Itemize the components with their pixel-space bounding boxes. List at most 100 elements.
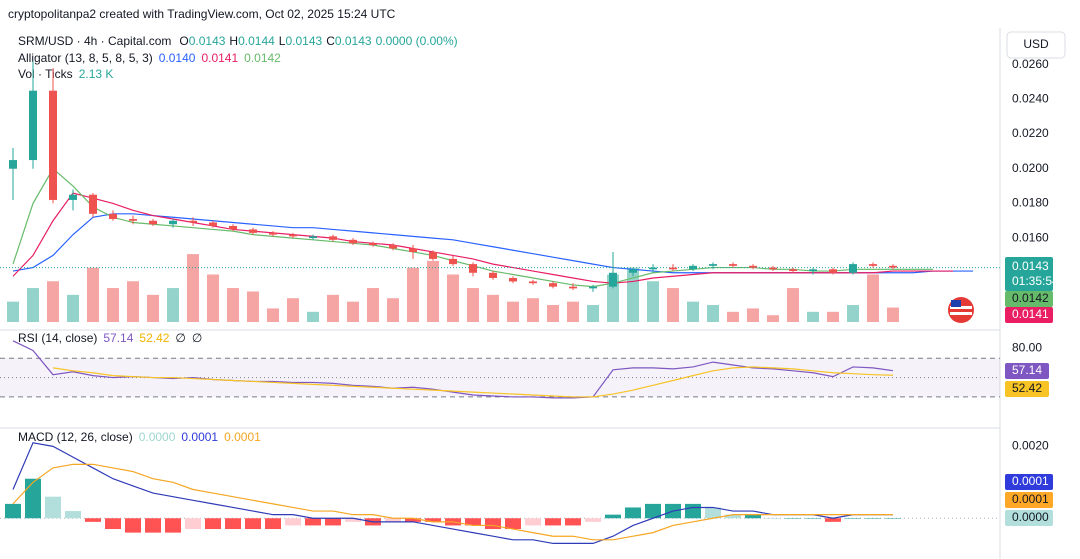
flag-stripe bbox=[950, 306, 972, 309]
flag-canton bbox=[951, 300, 961, 307]
histogram-bar bbox=[865, 518, 881, 519]
indicator-value: 2.13 K bbox=[79, 67, 114, 81]
watermark: cryptopolitanpa2 created with TradingVie… bbox=[8, 7, 396, 21]
indicator-title: RSI (14, close) bbox=[18, 331, 97, 345]
currency-button[interactable] bbox=[1006, 31, 1066, 59]
volume-bar bbox=[667, 288, 679, 322]
candle-body bbox=[29, 90, 37, 161]
candle-body bbox=[509, 277, 517, 282]
volume-bar bbox=[167, 288, 179, 322]
indicator-value: 0.0001 bbox=[224, 430, 261, 444]
candle-body bbox=[689, 265, 697, 270]
candle-body bbox=[169, 220, 177, 225]
indicator-value: 0.0141 bbox=[201, 51, 238, 65]
volume-bar bbox=[647, 281, 659, 322]
candle-body bbox=[249, 229, 257, 233]
volume-legend: Vol · Ticks 2.13 K bbox=[18, 67, 113, 81]
candle-body bbox=[829, 269, 837, 273]
volume-bar bbox=[527, 298, 539, 322]
histogram-bar bbox=[705, 507, 721, 519]
volume-bar bbox=[787, 288, 799, 322]
candle-body bbox=[809, 269, 817, 272]
rsi-line bbox=[52, 366, 894, 398]
histogram-bar bbox=[45, 496, 61, 519]
indicator-value: 0.0000 bbox=[139, 430, 176, 444]
histogram-bar bbox=[725, 514, 741, 519]
flag-stripe bbox=[950, 312, 972, 315]
volume-bar bbox=[67, 294, 79, 322]
volume-bar bbox=[507, 301, 519, 322]
indicator-value: 0.0140 bbox=[159, 51, 196, 65]
ohlc-value: 0.0144 bbox=[238, 34, 275, 48]
y-tick-label: 0.0020 bbox=[1012, 439, 1049, 453]
volume-bar bbox=[827, 311, 839, 322]
volume-bar bbox=[387, 298, 399, 322]
histogram-bar bbox=[325, 518, 341, 526]
ohlc-value: 0.0143 bbox=[189, 34, 226, 48]
candle-body bbox=[789, 269, 797, 272]
volume-bar bbox=[807, 311, 819, 322]
candle-body bbox=[489, 272, 497, 278]
candle-body bbox=[109, 213, 117, 220]
alligator-line bbox=[12, 192, 953, 284]
indicator-title: Alligator (13, 8, 5, 8, 5, 3) bbox=[18, 51, 153, 65]
macd-legend: MACD (12, 26, close) 0.0000 0.0001 0.0001 bbox=[18, 430, 261, 444]
histogram-bar bbox=[5, 503, 21, 519]
y-tick-label: 80.00 bbox=[1012, 341, 1042, 355]
ohlc-key: O bbox=[179, 34, 188, 48]
ohlc-key: L bbox=[279, 34, 286, 48]
y-tick-label: 0.0260 bbox=[1012, 57, 1049, 71]
currency[interactable]: USD bbox=[1023, 37, 1049, 51]
histogram-bar bbox=[585, 518, 601, 522]
volume-bar bbox=[847, 305, 859, 322]
candle-body bbox=[129, 219, 137, 221]
volume-bar bbox=[107, 288, 119, 322]
ohlc-value: 0.0143 bbox=[285, 34, 322, 48]
candle-body bbox=[869, 264, 877, 266]
candle-body bbox=[409, 248, 417, 252]
candle-body bbox=[149, 220, 157, 225]
histogram-bar bbox=[265, 518, 281, 530]
volume-bar bbox=[227, 288, 239, 322]
histogram-bar bbox=[485, 518, 501, 530]
histogram-bar bbox=[85, 518, 101, 522]
histogram-bar bbox=[505, 518, 521, 530]
volume-bar bbox=[307, 311, 319, 322]
lips-tag-label: 0.0142 bbox=[1012, 291, 1049, 305]
histogram-bar bbox=[805, 518, 821, 519]
ohlc-value: 0.0143 bbox=[335, 34, 372, 48]
candle-body bbox=[549, 283, 557, 287]
histogram-bar bbox=[245, 518, 261, 530]
candle-body bbox=[49, 90, 57, 200]
candle-body bbox=[469, 264, 477, 273]
volume-bar bbox=[467, 288, 479, 322]
indicator-value: 0.0001 bbox=[181, 430, 218, 444]
histogram-bar bbox=[785, 518, 801, 519]
candle-body bbox=[189, 220, 197, 223]
candle-body bbox=[449, 258, 457, 265]
price-tags: 0.0143 01:35:54 0.0142 0.0141 57.14 52.4… bbox=[1005, 257, 1059, 526]
histogram-bar bbox=[145, 518, 161, 533]
lips-tag bbox=[1005, 291, 1053, 307]
candle-body bbox=[849, 264, 857, 273]
symbol-legend: SRM/USD · 4h · Capital.com O0.0143 H0.0144… bbox=[18, 34, 458, 48]
histogram-bar bbox=[825, 518, 841, 522]
macd-line bbox=[12, 442, 893, 545]
signal-tag-label: 0.0001 bbox=[1012, 492, 1049, 506]
candle-body bbox=[889, 265, 897, 268]
ohlc-key: C bbox=[326, 34, 335, 48]
volume-bar bbox=[727, 311, 739, 322]
histogram-bar bbox=[465, 518, 481, 526]
histogram-bar bbox=[625, 507, 641, 519]
candle-body bbox=[229, 225, 237, 230]
macd-line bbox=[12, 463, 893, 541]
indicator-title: Vol · Ticks bbox=[18, 67, 73, 81]
histogram-bar bbox=[425, 518, 441, 522]
indicator-value: 0.0142 bbox=[244, 51, 281, 65]
histogram-bar bbox=[65, 511, 81, 519]
indicator-title: MACD (12, 26, close) bbox=[18, 430, 133, 444]
candle-body bbox=[289, 234, 297, 237]
ohlc-key: H bbox=[229, 34, 238, 48]
